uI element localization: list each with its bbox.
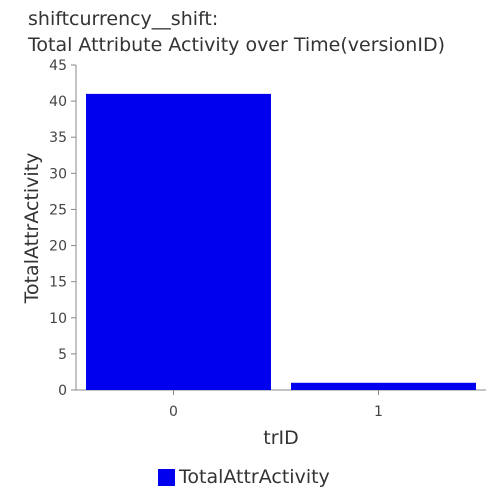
bar-0 [86, 93, 271, 390]
chart-title: shiftcurrency__shift: Total Attribute Ac… [28, 6, 498, 58]
x-tick-label: 0 [169, 404, 178, 420]
y-tick-label: 5 [58, 347, 67, 363]
legend: TotalAttrActivity [158, 464, 330, 490]
y-tick-label: 40 [49, 94, 67, 110]
legend-label: TotalAttrActivity [179, 466, 330, 488]
x-axis-label: trID [263, 427, 299, 449]
y-tick-label: 30 [49, 166, 67, 182]
y-tick-label: 15 [49, 275, 67, 291]
y-tick-label: 10 [49, 311, 67, 327]
y-tick-label: 45 [49, 58, 67, 74]
y-tick-label: 35 [49, 130, 67, 146]
y-tick-label: 25 [49, 202, 67, 218]
y-tick-label: 20 [49, 239, 67, 255]
legend-swatch [158, 468, 175, 486]
y-axis: 0 5 10 15 20 25 30 35 40 45 [49, 58, 77, 399]
bar-1 [291, 382, 476, 390]
y-axis-label: TotalAttrActivity [21, 153, 43, 305]
y-tick-label: 0 [58, 383, 67, 399]
bars [86, 93, 476, 390]
chart-title-line-2: Total Attribute Activity over Time(versi… [28, 34, 445, 56]
chart-title-line-1: shiftcurrency__shift: [28, 8, 219, 30]
x-tick-label: 1 [374, 404, 383, 420]
